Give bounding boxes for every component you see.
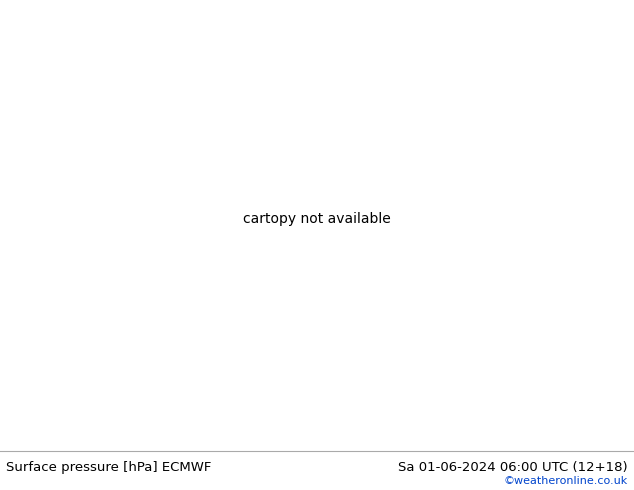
Text: ©weatheronline.co.uk: ©weatheronline.co.uk bbox=[503, 476, 628, 487]
Text: Sa 01-06-2024 06:00 UTC (12+18): Sa 01-06-2024 06:00 UTC (12+18) bbox=[398, 461, 628, 473]
Text: cartopy not available: cartopy not available bbox=[243, 212, 391, 226]
Text: Surface pressure [hPa] ECMWF: Surface pressure [hPa] ECMWF bbox=[6, 461, 212, 473]
